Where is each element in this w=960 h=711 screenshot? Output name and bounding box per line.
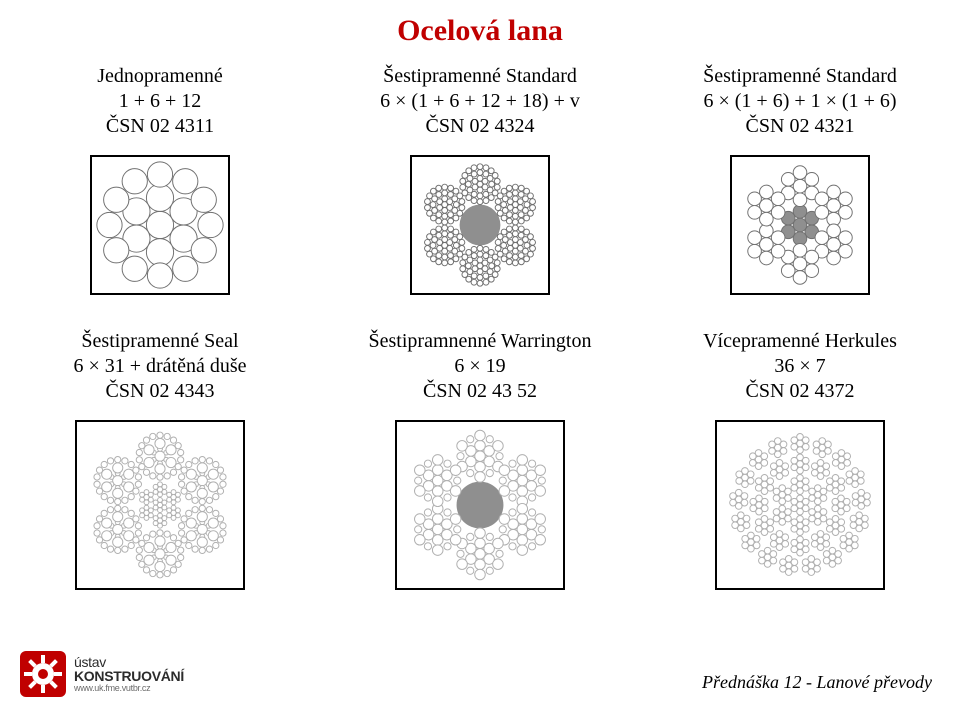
cell-2-2: Šestipramnenné Warrington 6 × 19 ČSN 02 … xyxy=(330,329,630,590)
label-std: ČSN 02 4321 xyxy=(650,114,950,139)
cell-2-3: Vícepramenné Herkules 36 × 7 ČSN 02 4372 xyxy=(650,329,950,590)
label-formula: 6 × (1 + 6) + 1 × (1 + 6) xyxy=(650,89,950,114)
diagram-1-1 xyxy=(90,155,230,295)
label-std: ČSN 02 4343 xyxy=(10,379,310,404)
label-name: Šestipramnenné Warrington xyxy=(330,329,630,354)
page-title: Ocelová lana xyxy=(0,0,960,48)
label-formula: 6 × 19 xyxy=(330,354,630,379)
label-formula: 36 × 7 xyxy=(650,354,950,379)
diagram-1-3 xyxy=(730,155,870,295)
diagram-2-3 xyxy=(715,420,885,590)
label-formula: 1 + 6 + 12 xyxy=(10,89,310,114)
diagram-2-2 xyxy=(395,420,565,590)
label-std: ČSN 02 4311 xyxy=(10,114,310,139)
diagram-2-1 xyxy=(75,420,245,590)
label-std: ČSN 02 4324 xyxy=(330,114,630,139)
diagram-1-2 xyxy=(410,155,550,295)
institute-logo: ústav KONSTRUOVÁNÍ www.uk.fme.vutbr.cz xyxy=(20,651,184,697)
uk-badge-icon xyxy=(20,651,66,697)
logo-line2: KONSTRUOVÁNÍ xyxy=(74,669,184,684)
row-2: Šestipramenné Seal 6 × 31 + drátěná duše… xyxy=(0,329,960,590)
label-std: ČSN 02 43 52 xyxy=(330,379,630,404)
cell-2-1: Šestipramenné Seal 6 × 31 + drátěná duše… xyxy=(10,329,310,590)
label-formula: 6 × (1 + 6 + 12 + 18) + v xyxy=(330,89,630,114)
logo-text: ústav KONSTRUOVÁNÍ www.uk.fme.vutbr.cz xyxy=(74,655,184,694)
label-name: Šestipramenné Standard xyxy=(330,64,630,89)
logo-line1: ústav xyxy=(74,655,184,670)
cell-1-2: Šestipramenné Standard 6 × (1 + 6 + 12 +… xyxy=(330,64,630,295)
label-name: Jednopramenné xyxy=(10,64,310,89)
label-name: Šestipramenné Seal xyxy=(10,329,310,354)
footer-lecture: Přednáška 12 - Lanové převody xyxy=(702,672,932,693)
label-std: ČSN 02 4372 xyxy=(650,379,950,404)
label-formula: 6 × 31 + drátěná duše xyxy=(10,354,310,379)
label-name: Vícepramenné Herkules xyxy=(650,329,950,354)
cell-1-1: Jednopramenné 1 + 6 + 12 ČSN 02 4311 xyxy=(10,64,310,295)
row-1: Jednopramenné 1 + 6 + 12 ČSN 02 4311 Šes… xyxy=(0,64,960,295)
cell-1-3: Šestipramenné Standard 6 × (1 + 6) + 1 ×… xyxy=(650,64,950,295)
label-name: Šestipramenné Standard xyxy=(650,64,950,89)
logo-url: www.uk.fme.vutbr.cz xyxy=(74,684,184,693)
